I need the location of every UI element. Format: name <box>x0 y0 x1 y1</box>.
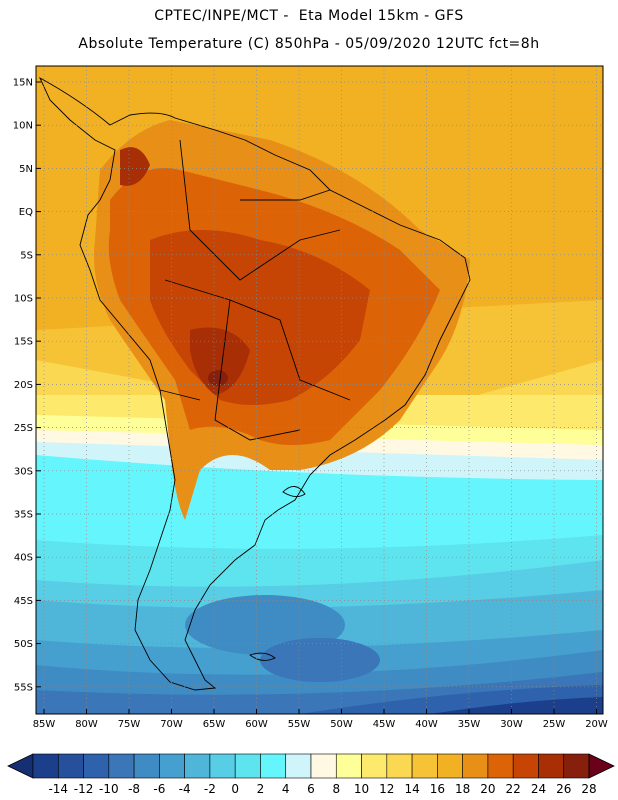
colorbar: -14 -12 -10 -8 -6 -4 -2 0 2 4 6 8 10 12 14 16 18 20 22 24 26… <box>7 753 615 796</box>
lon-label: 50W <box>330 719 353 730</box>
colorbar-label: -8 <box>128 782 140 796</box>
lon-label: 40W <box>415 719 438 730</box>
field-band-26 <box>190 327 250 395</box>
colorbar-label: -12 <box>74 782 94 796</box>
colorbar-label: 26 <box>556 782 571 796</box>
colorbar-label: 0 <box>231 782 239 796</box>
lat-label: 25S <box>14 423 33 434</box>
colorbar-swatch <box>563 753 590 779</box>
south-america-coastline <box>39 76 471 691</box>
colorbar-label: 24 <box>531 782 546 796</box>
lat-label: 20S <box>14 380 33 391</box>
lat-label: 30S <box>14 466 33 477</box>
lon-label: 60W <box>245 719 268 730</box>
lon-label: 25W <box>543 719 566 730</box>
colorbar-label: -2 <box>204 782 216 796</box>
colorbar-label: -4 <box>179 782 191 796</box>
colorbar-swatch <box>260 753 287 779</box>
colorbar-label: 14 <box>404 782 419 796</box>
colorbar-swatch <box>335 753 362 779</box>
colorbar-label: 20 <box>480 782 495 796</box>
lat-label: 55S <box>14 682 33 693</box>
colorbar-label: 12 <box>379 782 394 796</box>
colorbar-swatch <box>437 753 463 779</box>
colorbar-swatch <box>159 753 185 779</box>
colorbar-swatch <box>512 753 539 779</box>
colorbar-swatch <box>32 753 59 779</box>
colorbar-label: -10 <box>99 782 119 796</box>
lon-label: 85W <box>33 719 56 730</box>
lon-label: 75W <box>118 719 141 730</box>
colorbar-label: 16 <box>430 782 445 796</box>
lat-label: 5N <box>19 164 33 175</box>
lat-label: 40S <box>14 553 33 564</box>
lat-label: 50S <box>14 639 33 650</box>
colorbar-label: 8 <box>332 782 340 796</box>
colorbar-swatch <box>411 753 438 779</box>
colorbar-swatch <box>83 753 110 779</box>
falkland-islands <box>249 652 276 661</box>
lon-label: 65W <box>203 719 226 730</box>
colorbar-high-arrow <box>588 753 615 779</box>
colorbar-swatch <box>57 753 84 779</box>
field-band-28 <box>208 370 228 386</box>
colorbar-label: 22 <box>506 782 521 796</box>
colorbar-label: 2 <box>257 782 265 796</box>
lon-label: 35W <box>458 719 481 730</box>
lon-label: 30W <box>500 719 523 730</box>
lat-label: 10S <box>14 294 33 305</box>
colorbar-swatch <box>462 753 489 779</box>
field-patch-cold <box>260 638 380 682</box>
colorbar-swatch <box>386 753 413 779</box>
rio-de-la-plata <box>282 486 306 497</box>
field-band-m14 <box>430 697 603 714</box>
colorbar-swatch <box>108 753 135 779</box>
colorbar-swatches <box>32 753 590 779</box>
lat-label: 5S <box>20 250 33 261</box>
colorbar-label: 6 <box>307 782 315 796</box>
lat-label: 35S <box>14 510 33 521</box>
map-frame <box>35 65 604 715</box>
colorbar-swatch <box>234 753 261 779</box>
lat-label: 15S <box>14 337 33 348</box>
latitude-labels: 15N 10N 5N EQ 5S 10S 15S 20S 25S 30S 35S 40S 45S 50S 5… <box>13 78 41 693</box>
lon-label: 70W <box>160 719 183 730</box>
colorbar-label: 4 <box>282 782 290 796</box>
lon-label: 80W <box>75 719 98 730</box>
colorbar-swatch <box>184 753 211 779</box>
colorbar-label: -6 <box>153 782 165 796</box>
colorbar-swatch <box>538 753 565 779</box>
colorbar-labels: -14 -12 -10 -8 -6 -4 -2 0 2 4 6 8 10 12 14 16 18 20 22 24 26… <box>48 782 596 796</box>
lat-label: EQ <box>19 207 33 218</box>
lat-label: 10N <box>13 121 33 132</box>
lon-label: 45W <box>373 719 396 730</box>
map-title: CPTEC/INPE/MCT - Eta Model 15km - GFS <box>154 8 464 24</box>
colorbar-label: 18 <box>455 782 470 796</box>
colorbar-swatch <box>487 753 514 779</box>
lon-label: 55W <box>288 719 311 730</box>
colorbar-label: 28 <box>581 782 596 796</box>
lat-label: 45S <box>14 596 33 607</box>
colorbar-swatch <box>310 753 337 779</box>
field-band-26 <box>120 147 150 186</box>
lon-label: 20W <box>585 719 608 730</box>
colorbar-low-arrow <box>7 753 34 779</box>
longitude-labels: 85W 80W 75W 70W 65W 60W 55W 50W 45W 40W 35W 30W 25W 2… <box>33 709 608 730</box>
colorbar-swatch <box>285 753 312 779</box>
colorbar-label: -14 <box>48 782 68 796</box>
colorbar-swatch <box>133 753 160 779</box>
colorbar-swatch <box>361 753 388 779</box>
coastlines <box>39 76 471 691</box>
colorbar-swatch <box>209 753 236 779</box>
graticule <box>36 66 603 714</box>
country-borders <box>159 139 351 441</box>
map-subtitle: Absolute Temperature (C) 850hPa - 05/09/… <box>78 36 540 52</box>
lat-label: 15N <box>13 78 33 89</box>
colorbar-label: 10 <box>354 782 369 796</box>
temperature-field <box>36 66 603 714</box>
